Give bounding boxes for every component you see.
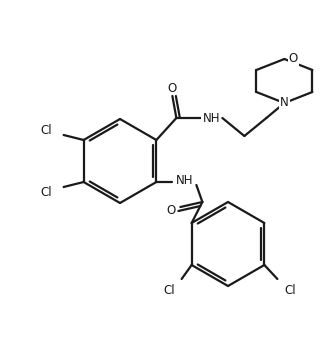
- Text: N: N: [280, 97, 289, 109]
- Text: O: O: [289, 53, 298, 65]
- Text: Cl: Cl: [163, 284, 175, 298]
- Text: O: O: [167, 203, 176, 217]
- Text: O: O: [168, 81, 177, 95]
- Text: NH: NH: [203, 112, 220, 124]
- Text: Cl: Cl: [284, 284, 296, 298]
- Text: NH: NH: [176, 174, 193, 186]
- Text: Cl: Cl: [40, 185, 51, 199]
- Text: Cl: Cl: [40, 123, 51, 137]
